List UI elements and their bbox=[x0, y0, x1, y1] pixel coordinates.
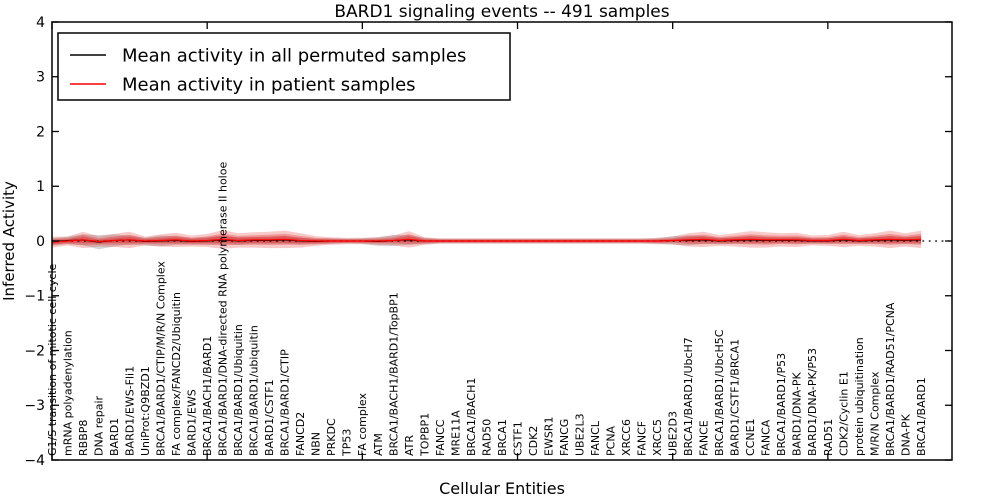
y-tick-label: −3 bbox=[24, 398, 45, 414]
x-axis-label: Cellular Entities bbox=[439, 479, 565, 498]
x-tick-label: PCNA bbox=[604, 425, 617, 456]
x-tick-label: PRKDC bbox=[325, 418, 338, 456]
x-tick-label: BARD1 bbox=[108, 418, 121, 456]
x-tick-label: FANCC bbox=[434, 419, 447, 456]
x-tick-label: XRCC6 bbox=[620, 419, 633, 456]
x-tick-label: BRCA1/BARD1/Ubiquitin bbox=[232, 324, 245, 456]
series-lines bbox=[51, 238, 922, 243]
x-tick-label: BRCA1/BARD1 bbox=[915, 377, 928, 456]
y-tick-label: −1 bbox=[24, 289, 45, 305]
x-tick-label: FANCE bbox=[698, 420, 711, 456]
x-tick-label: BARD1/CSTF1/BRCA1 bbox=[729, 339, 742, 456]
x-tick-label: mRNA polyadenylation bbox=[61, 330, 74, 456]
legend: Mean activity in all permuted samples Me… bbox=[57, 32, 511, 101]
patient-variance-band-layer-2 bbox=[52, 235, 921, 245]
y-tick-label: 3 bbox=[36, 70, 45, 86]
y-tick-label: 1 bbox=[36, 179, 45, 195]
x-tick-label: UniProt:Q9BZD1 bbox=[139, 366, 152, 456]
x-tick-label: ATR bbox=[403, 435, 416, 456]
x-tick-label: NBN bbox=[310, 432, 323, 456]
series-bands bbox=[52, 230, 921, 250]
x-tick-label: UBE2L3 bbox=[573, 413, 586, 456]
legend-label-patient: Mean activity in patient samples bbox=[122, 74, 416, 95]
x-tick-label: BRCA1/BARD1/DNA-directed RNA polymerase … bbox=[217, 162, 230, 456]
x-tick-label: BRCA1/BARD1/CTIP bbox=[279, 349, 292, 456]
y-tick-label: 0 bbox=[36, 234, 45, 250]
x-tick-label: ATM bbox=[372, 433, 385, 456]
y-tick-label: 4 bbox=[36, 15, 45, 31]
x-tick-label: BARD1/EWS bbox=[186, 389, 199, 456]
x-tick-label: BARD1/DNA-PK/P53 bbox=[806, 348, 819, 456]
x-tick-label: MRE11A bbox=[449, 410, 462, 456]
x-tick-label: TOPBP1 bbox=[418, 413, 431, 457]
x-tick-label: CDK2 bbox=[527, 426, 540, 456]
x-tick-label: RAD50 bbox=[480, 419, 493, 456]
x-category-labels: G1/S transition of mitotic cell cycle mRN… bbox=[46, 162, 928, 457]
x-tick-label: FANCL bbox=[589, 420, 602, 456]
x-tick-label: BRCA1/BARD1/RAD51/PCNA bbox=[884, 302, 897, 456]
x-tick-label: FANCD2 bbox=[294, 412, 307, 456]
x-tick-label: UBE2D3 bbox=[667, 411, 680, 456]
x-tick-label: FA complex bbox=[356, 393, 369, 456]
legend-label-permuted: Mean activity in all permuted samples bbox=[122, 45, 466, 66]
x-tick-label: BRCA1/BACH1/BARD1/TopBP1 bbox=[387, 292, 400, 456]
x-tick-label: BRCA1/BARD1/UbcH5C bbox=[713, 329, 726, 456]
x-tick-label: FANCF bbox=[636, 421, 649, 456]
x-tick-label: CSTF1 bbox=[511, 421, 524, 456]
x-tick-label: BRCA1/BARD1/UbcH7 bbox=[682, 337, 695, 456]
x-tick-label: protein ubiquitination bbox=[853, 337, 866, 456]
x-tick-label: BRCA1/BARD1/P53 bbox=[775, 353, 788, 456]
x-tick-label: RAD51 bbox=[822, 419, 835, 456]
y-tick-label: −4 bbox=[24, 453, 45, 469]
x-tick-label: BRCA1/BACH1/BARD1 bbox=[201, 336, 214, 456]
x-tick-label: CCNE1 bbox=[744, 418, 757, 456]
permuted-variance-band bbox=[52, 234, 921, 250]
x-tick-label: TP53 bbox=[341, 429, 354, 457]
y-tick-label: −2 bbox=[24, 343, 45, 359]
x-tick-label: BRCA1/BARD1/ubiquitin bbox=[248, 325, 261, 456]
x-tick-label: M/R/N Complex bbox=[868, 371, 881, 456]
patient-variance-band-layer-1 bbox=[52, 233, 921, 246]
x-tick-label: FANCG bbox=[558, 419, 571, 456]
x-tick-label: XRCC5 bbox=[651, 419, 664, 456]
x-tick-label: BRCA1/BACH1 bbox=[465, 378, 478, 456]
x-tick-label: FA complex/FANCD2/Ubiquitin bbox=[170, 292, 183, 456]
x-tick-label: RBBP8 bbox=[77, 420, 90, 456]
x-tick-label: BARD1/DNA-PK bbox=[791, 372, 804, 456]
patient-variance-band-layer-0 bbox=[52, 230, 921, 249]
x-tick-label: FANCA bbox=[760, 419, 773, 456]
patient-mean-line bbox=[51, 238, 922, 243]
x-tick-label: BARD1/CSTF1 bbox=[263, 379, 276, 456]
x-tick-label: EWSR1 bbox=[542, 417, 555, 456]
x-tick-label: CDK2/Cyclin E1 bbox=[837, 371, 850, 456]
y-axis-label: Inferred Activity bbox=[0, 181, 18, 301]
x-tick-label: BRCA1/BARD1/CTIP/M/R/N Complex bbox=[154, 261, 167, 456]
chart-title: BARD1 signaling events -- 491 samples bbox=[334, 2, 669, 22]
y-tick-label: 2 bbox=[36, 124, 45, 140]
x-tick-label: BRCA1 bbox=[496, 419, 509, 456]
x-tick-label: DNA-PK bbox=[899, 413, 912, 456]
x-tick-label: BARD1/EWS-Fli1 bbox=[123, 366, 136, 456]
y-tick-labels: 4 3 2 1 0 −1 −2 −3 −4 bbox=[24, 15, 45, 469]
x-tick-label: DNA repair bbox=[92, 395, 105, 456]
plot-frame bbox=[51, 21, 953, 461]
legend-frame bbox=[57, 32, 511, 101]
